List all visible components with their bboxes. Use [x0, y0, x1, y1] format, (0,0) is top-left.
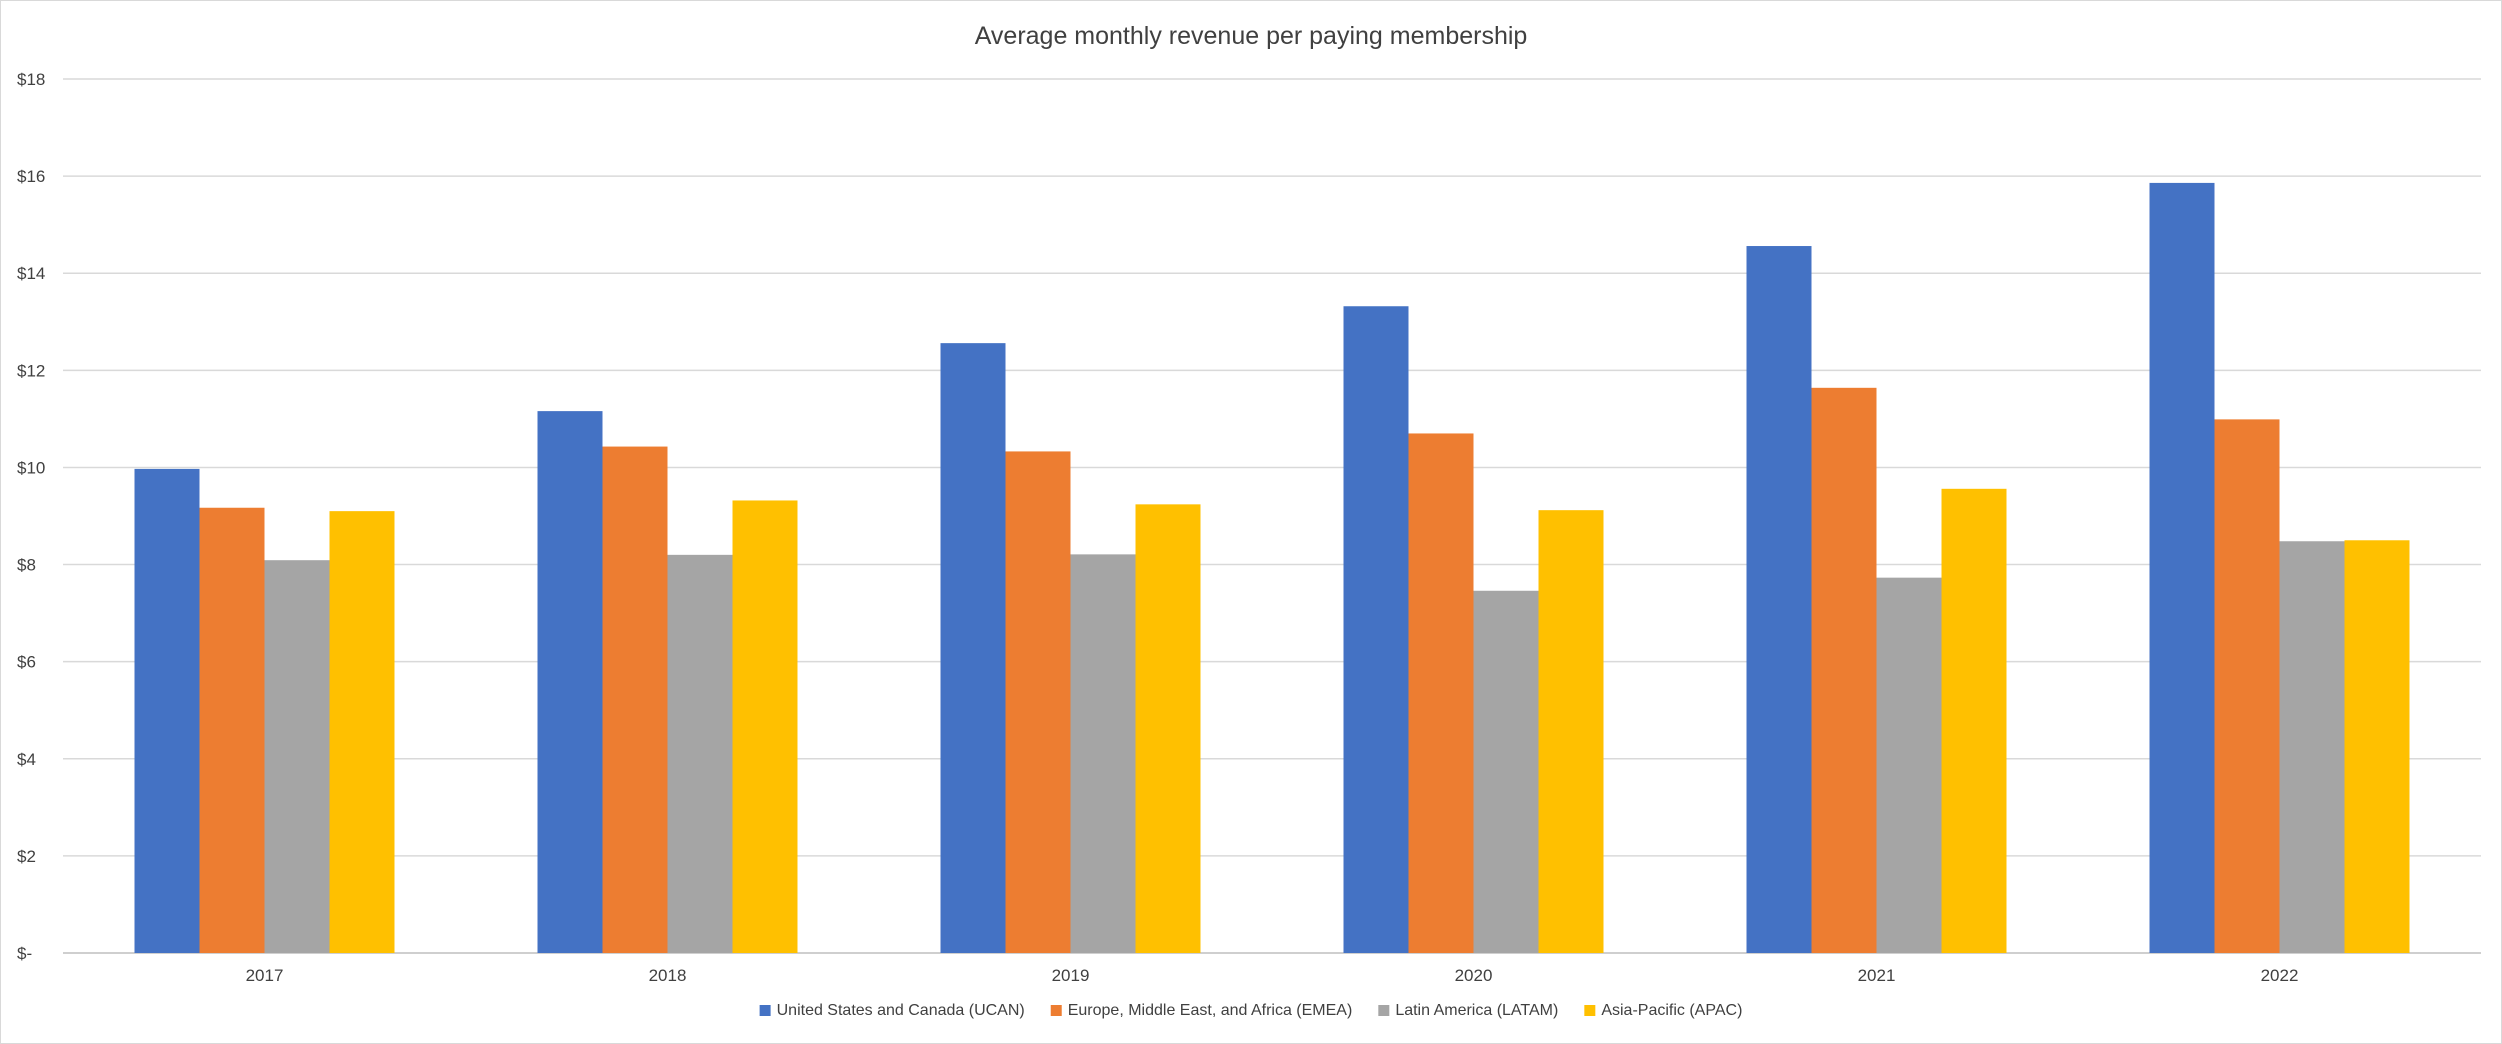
bar-2021-4 [1941, 488, 2007, 953]
bar-2018-3 [667, 554, 733, 953]
bars [134, 182, 2410, 954]
legend-swatch [759, 1005, 771, 1016]
x-tick-label: 2019 [1052, 966, 1090, 985]
bar-2020-4 [1538, 510, 1604, 953]
bar-2022-3 [2279, 541, 2345, 953]
x-tick-label: 2018 [649, 966, 687, 985]
legend-label: Europe, Middle East, and Africa (EMEA) [1068, 1002, 1353, 1019]
legend-swatch [1584, 1005, 1596, 1016]
legend-swatch [1050, 1005, 1062, 1016]
y-tick-label: $4 [17, 750, 36, 769]
bar-2022-2 [2214, 419, 2280, 953]
legend: United States and Canada (UCAN) Europe, M… [759, 1002, 1742, 1019]
x-tick-label: 2020 [1455, 966, 1493, 985]
x-tick-label: 2017 [246, 966, 284, 985]
y-axis-ticks: $- $2 $4 $6 $8 $10 $12 $14 $16 $18 [17, 70, 45, 963]
y-tick-label: $14 [17, 264, 45, 283]
legend-label: Asia-Pacific (APAC) [1601, 1002, 1742, 1019]
bar-2022-4 [2344, 540, 2410, 953]
x-tick-label: 2021 [1858, 966, 1896, 985]
y-tick-label: $- [17, 944, 32, 963]
bar-2017-4 [329, 511, 395, 953]
y-tick-label: $10 [17, 458, 45, 477]
bar-2019-3 [1070, 554, 1136, 953]
bar-2019-4 [1135, 504, 1201, 953]
bar-2020-2 [1408, 433, 1474, 953]
legend-label: United States and Canada (UCAN) [777, 1002, 1025, 1019]
bar-2018-1 [537, 411, 603, 953]
bar-2021-2 [1811, 387, 1877, 953]
y-tick-label: $18 [17, 70, 45, 89]
x-axis-ticks: 2017 2018 2019 2020 2021 2022 [246, 966, 2299, 985]
y-tick-label: $12 [17, 361, 45, 380]
gridlines [63, 78, 2481, 954]
bar-2020-1 [1343, 306, 1409, 953]
bar-2019-2 [1005, 451, 1071, 953]
chart-title: Average monthly revenue per paying membe… [975, 22, 1528, 50]
bar-2018-4 [732, 500, 798, 953]
bar-2017-1 [134, 468, 200, 953]
bar-2020-3 [1473, 590, 1539, 953]
bar-2018-2 [602, 446, 668, 953]
y-tick-label: $16 [17, 167, 45, 186]
bar-2021-3 [1876, 577, 1942, 953]
x-tick-label: 2022 [2261, 966, 2299, 985]
y-tick-label: $2 [17, 847, 36, 866]
legend-swatch [1378, 1005, 1390, 1016]
bar-2017-2 [199, 507, 265, 953]
bar-2021-1 [1746, 246, 1812, 953]
y-tick-label: $8 [17, 556, 36, 575]
bar-2019-1 [940, 343, 1006, 953]
bar-2017-3 [264, 560, 330, 953]
y-tick-label: $6 [17, 653, 36, 672]
legend-label: Latin America (LATAM) [1395, 1002, 1558, 1019]
bar-2022-1 [2149, 182, 2215, 954]
